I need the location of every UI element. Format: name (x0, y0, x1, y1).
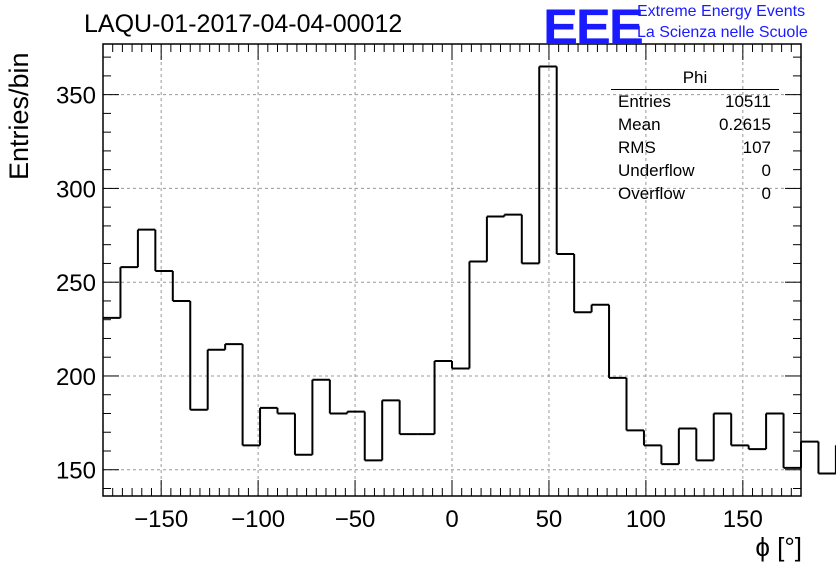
x-tick-label: −100 (231, 506, 285, 533)
stats-label: Entries (618, 92, 671, 111)
x-tick-label: 50 (536, 506, 563, 533)
stats-value: 10511 (724, 92, 771, 111)
stats-value: 0 (761, 184, 771, 203)
x-axis-label: ϕ [°] (755, 532, 802, 562)
stats-row-mean: Mean 0.2615 (611, 113, 779, 136)
y-tick-label: 150 (56, 458, 96, 485)
x-axis-ticks: −150 −100 −50 0 50 100 150 (112, 44, 792, 533)
x-tick-label: 150 (723, 506, 763, 533)
x-tick-label: −150 (134, 506, 188, 533)
stats-label: RMS (618, 138, 656, 157)
stats-row-rms: RMS 107 (611, 136, 779, 159)
logo-line-1: Extreme Energy Events (637, 3, 806, 20)
stats-row-overflow: Overflow 0 (611, 182, 779, 205)
stats-label: Overflow (618, 184, 686, 203)
stats-label: Underflow (618, 161, 695, 180)
x-tick-label: −50 (335, 506, 376, 533)
y-tick-label: 250 (56, 270, 96, 297)
x-tick-label: 100 (626, 506, 666, 533)
y-tick-label: 200 (56, 364, 96, 391)
stats-value: 0 (761, 161, 771, 180)
stats-title: Phi (611, 68, 779, 90)
stats-label: Mean (618, 115, 661, 134)
logo-line-2: La Scienza nelle Scuole (637, 24, 808, 41)
y-tick-label: 350 (56, 83, 96, 110)
eee-logo-mark: EEE (543, 0, 644, 55)
y-axis-label: Entries/bin (4, 52, 34, 180)
y-axis-ticks: 150 200 250 300 350 (56, 56, 801, 489)
stats-row-underflow: Underflow 0 (611, 159, 779, 182)
chart-title: LAQU-01-2017-04-04-00012 (84, 10, 403, 38)
histogram-bins (103, 65, 836, 475)
stats-row-entries: Entries 10511 (611, 90, 779, 113)
grid-lines (103, 44, 801, 496)
y-tick-label: 300 (56, 176, 96, 203)
stats-box: Phi Entries 10511 Mean 0.2615 RMS 107 Un… (611, 68, 779, 205)
stats-value: 107 (742, 138, 771, 157)
stats-value: 0.2615 (719, 115, 771, 134)
x-tick-label: 0 (445, 506, 458, 533)
